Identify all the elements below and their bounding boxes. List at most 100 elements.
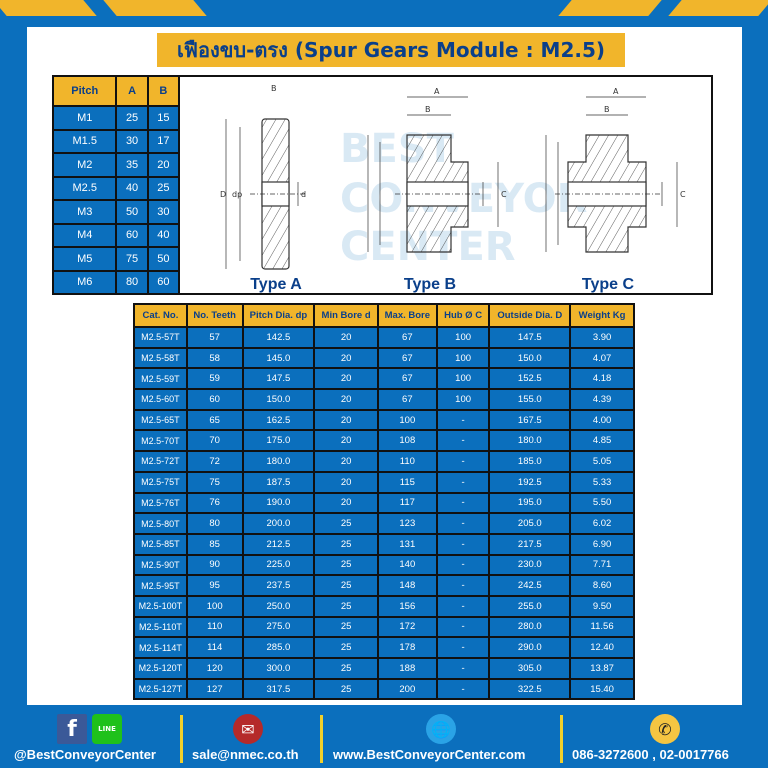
table-cell: 131 bbox=[376, 532, 438, 556]
dim-label-b: B bbox=[425, 105, 431, 114]
table-cell: - bbox=[435, 657, 491, 680]
table-cell: 250.0 bbox=[241, 594, 316, 618]
type-a-label: Type A bbox=[250, 276, 302, 293]
table-cell: 195.0 bbox=[488, 491, 572, 515]
table-cell: - bbox=[435, 615, 491, 639]
table-cell: - bbox=[435, 594, 491, 618]
table-row: M2.5-57T 57 142.5 20 67 100 147.5 3.90 bbox=[133, 326, 635, 349]
table-cell: M2.5-95T bbox=[133, 574, 188, 597]
table-cell: 305.0 bbox=[488, 657, 572, 680]
table-row: M2.5-76T 76 190.0 20 117-195.0 5.50 bbox=[133, 491, 635, 515]
table-cell: 20 bbox=[313, 470, 379, 494]
table-cell: 15.40 bbox=[569, 677, 635, 701]
table-cell: 80 bbox=[185, 512, 244, 535]
table-cell: 200 bbox=[376, 677, 438, 701]
table-cell: M2.5-57T bbox=[133, 326, 188, 349]
table-cell: 280.0 bbox=[488, 615, 572, 639]
table-cell: M1 bbox=[51, 105, 118, 131]
table-cell: M2.5-76T bbox=[133, 491, 188, 515]
page-title: เฟืองขบ-ตรง (Spur Gears Module : M2.5) bbox=[157, 33, 625, 67]
email-icon: ✉ bbox=[233, 714, 263, 744]
table-cell: 20 bbox=[313, 429, 379, 453]
table-cell: M2.5-58T bbox=[133, 346, 188, 370]
table-cell: M2.5-127T bbox=[133, 677, 188, 701]
table-cell: 147.5 bbox=[488, 326, 572, 349]
table-cell: 35 bbox=[115, 152, 149, 178]
table-cell: 72 bbox=[185, 450, 244, 473]
table-row: M2.5-72T 72 180.0 20 110-185.0 5.05 bbox=[133, 450, 635, 473]
table-cell: 25 bbox=[146, 175, 181, 201]
table-cell: 4.18 bbox=[569, 367, 635, 391]
table-row: M2.5-110T 110 275.0 25 172-280.0 11.56 bbox=[133, 615, 635, 639]
table-cell: M2.5-75T bbox=[133, 470, 188, 494]
table-cell: 3.90 bbox=[569, 326, 635, 349]
table-cell: M2.5-114T bbox=[133, 636, 188, 659]
phone-numbers[interactable]: 086-3272600 , 02-0017766 bbox=[572, 747, 729, 762]
table-cell: 67 bbox=[376, 346, 438, 370]
column-header: Outside Dia. D bbox=[488, 303, 572, 328]
dim-label-d-outer: D bbox=[220, 190, 226, 199]
table-cell: 120 bbox=[185, 657, 244, 680]
table-cell: 140 bbox=[376, 553, 438, 577]
table-cell: 40 bbox=[146, 222, 181, 248]
table-cell: M5 bbox=[51, 246, 118, 272]
table-cell: 13.87 bbox=[569, 657, 635, 680]
table-cell: 172 bbox=[376, 615, 438, 639]
table-cell: 75 bbox=[115, 246, 149, 272]
table-cell: 85 bbox=[185, 532, 244, 556]
table-cell: - bbox=[435, 636, 491, 659]
table-cell: 60 bbox=[115, 222, 149, 248]
table-cell: 242.5 bbox=[488, 574, 572, 597]
table-cell: 8.60 bbox=[569, 574, 635, 597]
table-cell: 185.0 bbox=[488, 450, 572, 473]
table-row: M1 25 15 bbox=[51, 105, 181, 131]
table-cell: 290.0 bbox=[488, 636, 572, 659]
table-row: M2.5-58T 58 145.0 20 67 100 150.0 4.07 bbox=[133, 346, 635, 370]
table-cell: M2.5-59T bbox=[133, 367, 188, 391]
divider bbox=[180, 715, 183, 763]
table-cell: 67 bbox=[376, 367, 438, 391]
table-cell: 237.5 bbox=[241, 574, 316, 597]
table-cell: M2.5-110T bbox=[133, 615, 188, 639]
line-icon[interactable]: LINE bbox=[92, 714, 122, 744]
table-cell: 100 bbox=[435, 326, 491, 349]
table-cell: 114 bbox=[185, 636, 244, 659]
facebook-icon[interactable]: f bbox=[57, 714, 87, 744]
dim-label-b: B bbox=[604, 105, 610, 114]
table-cell: 322.5 bbox=[488, 677, 572, 701]
table-cell: 162.5 bbox=[241, 408, 316, 432]
table-cell: 100 bbox=[376, 408, 438, 432]
table-cell: 25 bbox=[313, 553, 379, 577]
table-cell: 50 bbox=[146, 246, 181, 272]
column-header: Hub Ø C bbox=[435, 303, 491, 328]
table-cell: 150.0 bbox=[241, 388, 316, 411]
footer: f LINE @BestConveyorCenter ✉ sale@nmec.c… bbox=[0, 710, 768, 768]
table-cell: 80 bbox=[115, 269, 149, 295]
table-cell: 255.0 bbox=[488, 594, 572, 618]
table-cell: 6.90 bbox=[569, 532, 635, 556]
table-cell: 100 bbox=[185, 594, 244, 618]
table-cell: 20 bbox=[313, 408, 379, 432]
table-cell: 11.56 bbox=[569, 615, 635, 639]
table-cell: 100 bbox=[435, 346, 491, 370]
table-cell: 300.0 bbox=[241, 657, 316, 680]
social-handle[interactable]: @BestConveyorCenter bbox=[14, 747, 156, 762]
gear-diagram: BESTCONVEYORCENTER B D dp d A B C A B C … bbox=[180, 75, 713, 295]
table-cell: 58 bbox=[185, 346, 244, 370]
table-cell: 230.0 bbox=[488, 553, 572, 577]
column-header: Weight Kg bbox=[569, 303, 635, 328]
table-cell: 20 bbox=[313, 450, 379, 473]
decor-stripe bbox=[558, 0, 662, 16]
table-cell: 152.5 bbox=[488, 367, 572, 391]
table-cell: 20 bbox=[313, 491, 379, 515]
table-cell: 180.0 bbox=[488, 429, 572, 453]
divider bbox=[320, 715, 323, 763]
table-cell: 90 bbox=[185, 553, 244, 577]
gear-type-b-drawing bbox=[367, 96, 499, 253]
table-cell: 25 bbox=[313, 677, 379, 701]
email-link[interactable]: sale@nmec.co.th bbox=[192, 747, 299, 762]
table-cell: 4.00 bbox=[569, 408, 635, 432]
website-link[interactable]: www.BestConveyorCenter.com bbox=[333, 747, 526, 762]
table-row: M2.5-80T 80 200.0 25 123-205.0 6.02 bbox=[133, 512, 635, 535]
table-cell: 142.5 bbox=[241, 326, 316, 349]
